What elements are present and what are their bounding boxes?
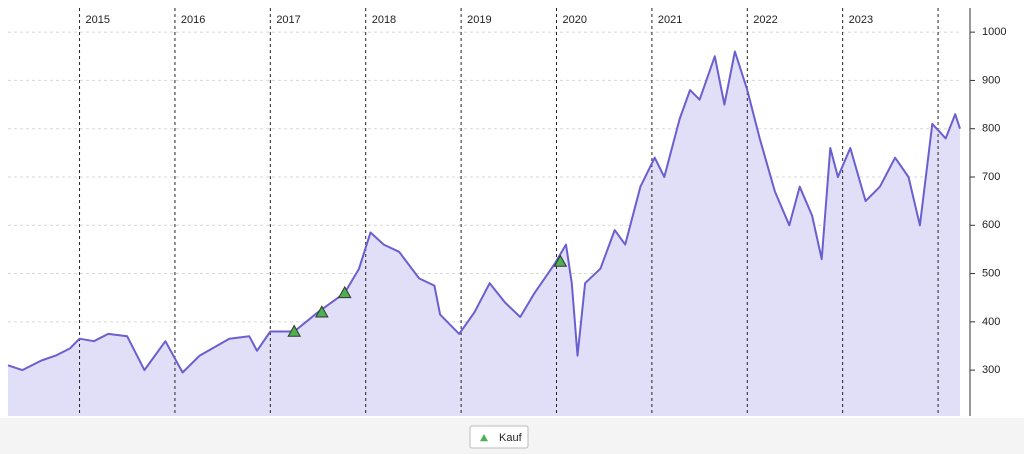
y-tick-label: 700: [982, 171, 1000, 183]
buy-marker: [314, 305, 329, 318]
y-tick-label: 1000: [982, 26, 1006, 38]
legend-box[interactable]: [469, 425, 529, 449]
y-tick-label: 600: [982, 219, 1000, 231]
x-tick-label: 2021: [658, 14, 682, 26]
buy-marker: [553, 254, 568, 267]
y-tick-label: 400: [982, 316, 1000, 328]
x-tick-label: 2018: [372, 14, 396, 26]
x-tick-label: 2015: [86, 14, 110, 26]
x-tick-label: 2016: [181, 14, 205, 26]
legend[interactable]: Kauf: [469, 425, 529, 449]
legend-label[interactable]: Kauf: [499, 432, 523, 444]
legend-symbol: [480, 434, 488, 442]
x-tick-label: 2017: [276, 14, 300, 26]
y-tick-label: 300: [982, 364, 1000, 376]
buy-marker: [287, 324, 302, 337]
x-tick-label: 2023: [849, 14, 873, 26]
y-tick-label: 900: [982, 74, 1000, 86]
x-tick-label: 2020: [562, 14, 586, 26]
y-tick-label: 800: [982, 123, 1000, 135]
y-tick-label: 500: [982, 267, 1000, 279]
x-tick-label: 2022: [753, 14, 777, 26]
x-tick-label: 2019: [467, 14, 491, 26]
price-line: [7, 50, 961, 374]
buy-marker: [337, 285, 352, 299]
area: [8, 51, 960, 416]
